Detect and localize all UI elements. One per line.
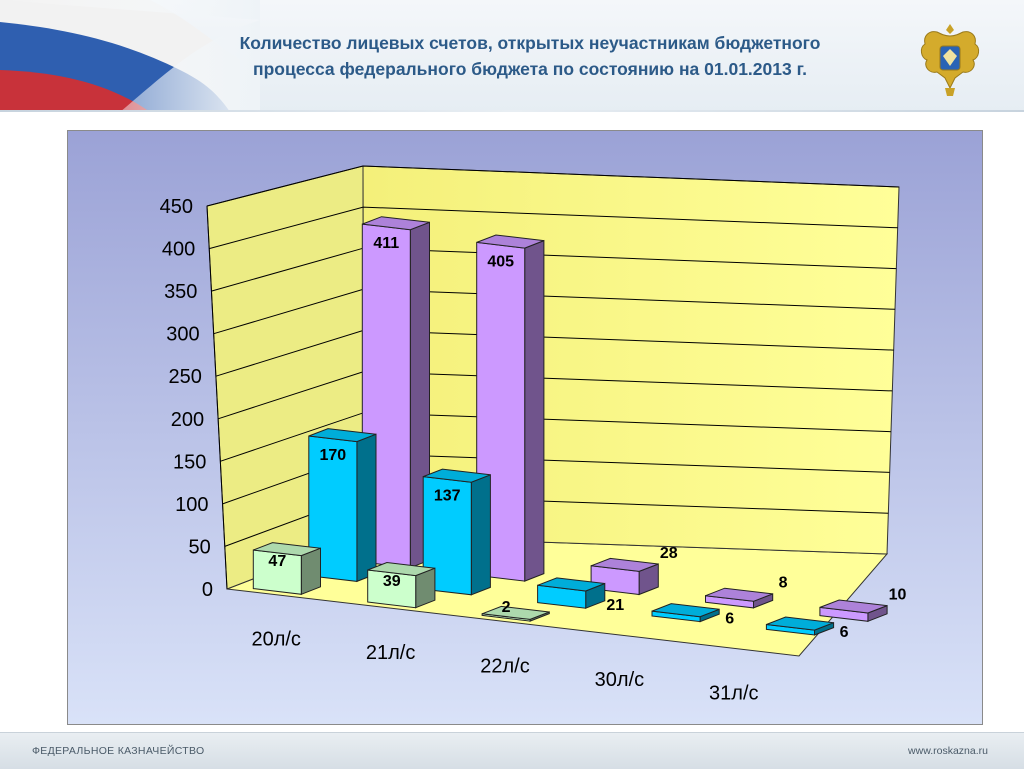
x-tick-label: 22л/с <box>480 656 529 678</box>
bar-top <box>705 587 773 602</box>
bar-top <box>651 603 720 618</box>
y-tick-label: 100 <box>175 494 208 516</box>
data-label: 137 <box>434 488 461 505</box>
y-tick-label: 400 <box>162 239 195 261</box>
chart-svg: 0 50 100 150 200 250 300 350 400 450 20л/с 21л/с 22л… <box>68 131 982 724</box>
data-label: 10 <box>889 586 907 603</box>
bar: 39 <box>367 561 436 609</box>
data-label: 8 <box>779 575 788 592</box>
gridline <box>209 206 898 250</box>
bar: 6 <box>651 603 734 628</box>
data-label: 21 <box>606 597 624 614</box>
russian-flag-decoration <box>0 0 260 112</box>
bar-top <box>253 542 321 557</box>
bar: 2 <box>481 599 550 622</box>
data-label: 6 <box>840 624 849 641</box>
y-tick-label: 350 <box>164 281 197 303</box>
bar: 47 <box>252 542 321 596</box>
title-line-1: Количество лицевых счетов, открытых неуч… <box>239 33 821 53</box>
bar-top <box>819 599 888 614</box>
gridline <box>206 165 900 207</box>
footer: ФЕДЕРАЛЬНОЕ КАЗНАЧЕЙСТВО www.roskazna.ru <box>0 732 1024 769</box>
bar-top <box>537 577 605 592</box>
bar: 28 <box>590 545 678 596</box>
footer-organization: ФЕДЕРАЛЬНОЕ КАЗНАЧЕЙСТВО <box>32 745 205 757</box>
data-label: 28 <box>660 545 678 562</box>
bar: 10 <box>819 586 907 623</box>
bar-top <box>481 605 550 620</box>
y-tick-label: 50 <box>189 536 211 558</box>
bar: 8 <box>705 575 788 609</box>
page-title: Количество лицевых счетов, открытых неуч… <box>195 30 865 82</box>
x-tick-label: 31л/с <box>709 682 758 704</box>
chart-container: 0 50 100 150 200 250 300 350 400 450 20л/с 21л/с 22л… <box>67 130 983 725</box>
y-tick-label: 450 <box>160 196 193 218</box>
data-label: 2 <box>502 599 511 616</box>
bar-top <box>308 428 377 443</box>
x-tick-label: 30л/с <box>595 669 644 691</box>
x-tick-label: 21л/с <box>366 642 415 664</box>
bar-side <box>356 433 377 583</box>
data-label: 47 <box>268 553 286 570</box>
bar: 6 <box>765 616 849 641</box>
x-tick-label: 20л/с <box>251 629 300 651</box>
y-tick-label: 250 <box>169 366 202 388</box>
footer-website-link[interactable]: www.roskazna.ru <box>908 745 988 757</box>
y-axis-line <box>206 205 228 590</box>
y-tick-label: 300 <box>166 324 199 346</box>
bar: 170 <box>308 428 377 583</box>
bar-top <box>590 557 659 572</box>
data-label: 170 <box>319 447 346 464</box>
header-divider <box>0 110 1024 112</box>
bar-side <box>524 239 545 582</box>
bar: 21 <box>537 577 624 614</box>
data-label: 39 <box>383 573 401 590</box>
bar-side <box>470 474 491 596</box>
y-tick-label: 0 <box>202 579 213 601</box>
bar-top <box>476 234 545 249</box>
header: Количество лицевых счетов, открытых неуч… <box>0 0 1024 112</box>
bar-top <box>766 616 834 631</box>
y-tick-label: 200 <box>171 409 204 431</box>
bar-top <box>362 216 430 231</box>
title-line-2: процесса федерального бюджета по состоян… <box>253 59 807 79</box>
bar: 137 <box>422 468 491 596</box>
bar-top <box>367 561 436 577</box>
bar-side <box>300 547 321 596</box>
y-tick-label: 150 <box>173 451 206 473</box>
data-label: 411 <box>373 235 399 252</box>
data-label: 405 <box>487 253 514 270</box>
bar-top <box>423 468 491 483</box>
double-headed-eagle-emblem-icon <box>920 24 980 96</box>
data-label: 6 <box>725 611 734 628</box>
